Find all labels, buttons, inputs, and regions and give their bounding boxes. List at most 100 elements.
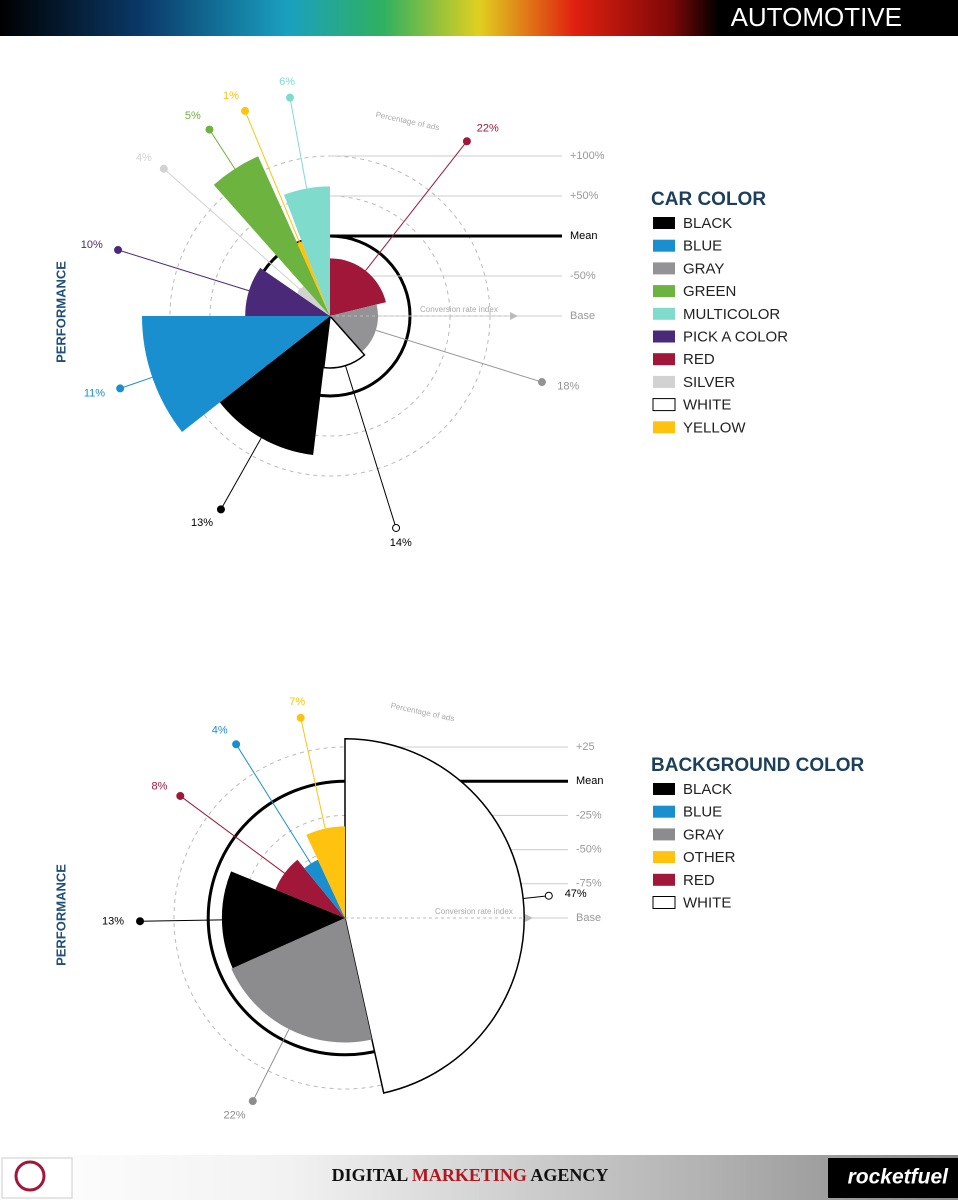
wedge [213, 156, 330, 316]
r-tick-label: +25 [576, 741, 595, 753]
leader-line [300, 717, 326, 829]
legend-swatch [653, 262, 675, 275]
label-dot [116, 384, 125, 393]
leader-line [140, 919, 222, 922]
wedge [344, 738, 525, 1094]
wedge [297, 286, 330, 316]
value-label: 22% [224, 1109, 246, 1121]
label-dot [537, 378, 546, 387]
legend-label: BLACK [683, 781, 732, 798]
value-label: 4% [212, 725, 228, 737]
r-tick-label: Base [576, 912, 601, 924]
wedge [142, 316, 330, 432]
angle-label: Percentage of ads [390, 701, 455, 723]
legend-swatch [653, 307, 675, 320]
legend-label: SILVER [683, 374, 735, 391]
value-label: 13% [191, 517, 213, 529]
legend-swatch [653, 285, 675, 298]
legend-swatch [652, 398, 676, 412]
value-label: 22% [477, 123, 499, 135]
label-dot [248, 1097, 257, 1106]
wedge [284, 186, 330, 316]
footer-left: DIGITAL [332, 1165, 409, 1185]
r-tick-label: Base [570, 310, 595, 322]
value-label: 5% [185, 110, 201, 122]
label-dot [285, 93, 294, 102]
value-label: 4% [136, 152, 152, 164]
label-dot [392, 523, 401, 532]
leader-line [179, 795, 285, 874]
legend-title: BACKGROUND COLOR [651, 755, 864, 776]
legend-swatch [653, 217, 675, 229]
leader-line [344, 365, 397, 529]
legend-label: OTHER [683, 849, 736, 866]
legend-label: WHITE [683, 894, 731, 911]
r-tick-label: -50% [570, 270, 596, 282]
legend-label: YELLOW [683, 419, 746, 436]
r-tick-label: +100% [570, 150, 605, 162]
legend-label: GRAY [683, 260, 724, 277]
legend-swatch [653, 851, 675, 864]
legend-label: PICK A COLOR [683, 328, 788, 345]
arrow-head [510, 312, 518, 320]
wedge [221, 871, 345, 969]
legend-swatch [653, 330, 675, 343]
label-dot [159, 164, 168, 173]
value-label: 10% [81, 239, 103, 251]
label-dot [205, 125, 214, 134]
value-label: 11% [84, 388, 105, 400]
wedge [219, 316, 330, 455]
arrow-head [525, 914, 533, 922]
wedge [245, 267, 330, 316]
angle-label: Percentage of ads [375, 110, 440, 132]
label-dot [544, 891, 553, 900]
footer-logo-right [828, 1158, 958, 1198]
wedge [275, 859, 345, 918]
r-tick-label: -75% [576, 878, 602, 890]
footer-text: DIGITAL MARKETING AGENCY [332, 1165, 609, 1185]
legend-swatch [653, 873, 675, 886]
footer-middle: MARKETING [412, 1165, 527, 1185]
header-bar [0, 0, 958, 36]
wedge [304, 859, 345, 918]
legend-swatch [653, 375, 675, 388]
radius-label: Conversion rate index [420, 305, 498, 314]
footer-right: AGENCY [530, 1165, 608, 1185]
leader-line [244, 110, 300, 243]
value-label: 7% [289, 696, 305, 708]
leader-line [375, 329, 543, 383]
legend-label: RED [683, 872, 715, 889]
legend-title: CAR COLOR [651, 189, 766, 210]
leader-line [163, 168, 301, 290]
value-label: 8% [152, 780, 168, 792]
legend-label: GREEN [683, 283, 736, 300]
leader-line [365, 140, 468, 271]
legend-label: WHITE [683, 397, 731, 414]
leader-line [119, 376, 153, 389]
value-label: 1% [223, 90, 239, 102]
leader-line [252, 1028, 290, 1102]
legend-swatch [653, 828, 675, 841]
label-dot [296, 713, 305, 722]
label-dot [176, 791, 185, 800]
legend-swatch [652, 896, 676, 909]
value-label: 13% [102, 915, 124, 927]
wedge [297, 241, 330, 316]
wedge [306, 826, 345, 918]
leader-line [209, 129, 236, 170]
leader-line [289, 97, 308, 189]
legend-label: BLUE [683, 238, 722, 255]
leader-line [523, 895, 549, 900]
r-tick-label: +50% [570, 190, 599, 202]
legend-label: BLUE [683, 804, 722, 821]
legend-swatch [653, 239, 675, 252]
logo-ring [14, 1160, 46, 1192]
label-dot [241, 106, 250, 115]
legend-swatch [653, 805, 675, 818]
label-dot [216, 505, 225, 514]
leader-line [235, 744, 312, 864]
legend-swatch [653, 353, 675, 366]
legend-label: BLACK [683, 215, 732, 232]
r-tick-label: Mean [570, 230, 598, 242]
